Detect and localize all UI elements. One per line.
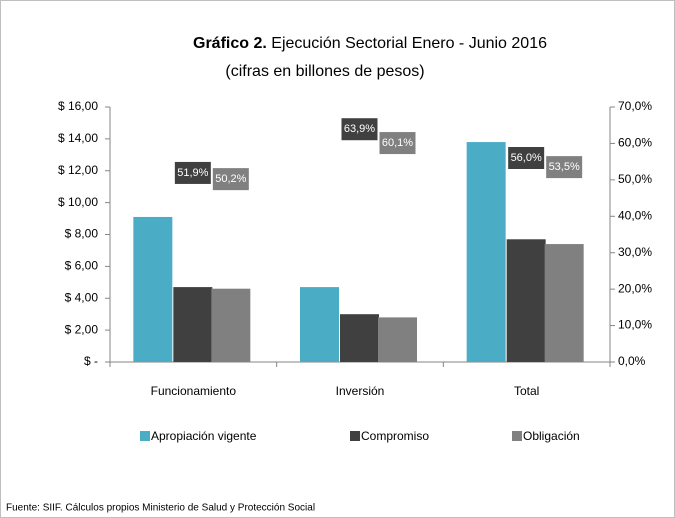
- title-prefix: Gráfico 2.: [193, 35, 267, 52]
- percent-label: 53,5%: [549, 161, 580, 173]
- y2-tick-label: 10,0%: [618, 318, 652, 332]
- bar: [466, 142, 506, 362]
- percent-box: [212, 168, 249, 191]
- legend-label: Apropiación vigente: [151, 429, 257, 443]
- percent-label: 50,2%: [215, 173, 246, 185]
- chart-title: Gráfico 2. Ejecución Sectorial Enero - J…: [193, 35, 547, 52]
- y2-tick-label: 60,0%: [618, 136, 652, 150]
- percent-label: 51,9%: [177, 167, 208, 179]
- percent-label: 63,9%: [344, 123, 375, 135]
- x-tick-label: Total: [514, 384, 539, 398]
- y2-tick-label: 40,0%: [618, 208, 652, 222]
- y-tick-label: $ 12,00: [58, 163, 98, 177]
- percent-box: [174, 161, 211, 184]
- y2-tick-label: 30,0%: [618, 245, 652, 259]
- source-note: Fuente: SIIF. Cálculos propios Ministeri…: [6, 503, 315, 514]
- bar: [300, 287, 339, 362]
- y-tick-label: $ 14,00: [58, 131, 98, 145]
- chart-subtitle: (cifras en billones de pesos): [225, 63, 424, 80]
- bar: [378, 317, 417, 362]
- y-tick-label: $ 16,00: [58, 99, 98, 113]
- bar: [544, 244, 584, 362]
- y-tick-label: $ 8,00: [65, 227, 99, 241]
- x-tick-label: Funcionamiento: [151, 384, 237, 398]
- y-tick-label: $ -: [84, 354, 98, 368]
- bar: [506, 239, 546, 362]
- bar: [133, 216, 173, 362]
- percent-box: [379, 132, 416, 155]
- y-tick-label: $ 4,00: [65, 290, 99, 304]
- y-tick-label: $ 2,00: [65, 322, 99, 336]
- y2-tick-label: 20,0%: [618, 281, 652, 295]
- bar: [340, 314, 379, 362]
- legend-label: Compromiso: [361, 429, 429, 443]
- legend-swatch: [512, 431, 522, 441]
- y-tick-label: $ 6,00: [65, 259, 99, 273]
- percent-label: 56,0%: [511, 152, 542, 164]
- title-text: Ejecución Sectorial Enero - Junio 2016: [271, 35, 547, 52]
- legend-swatch: [350, 431, 360, 441]
- percent-box: [508, 147, 545, 169]
- x-tick-label: Inversión: [336, 384, 385, 398]
- bar: [173, 287, 213, 362]
- percent-box: [341, 118, 378, 141]
- legend-swatch: [140, 431, 150, 441]
- percent-label: 60,1%: [382, 137, 413, 149]
- legend-label: Obligación: [523, 429, 580, 443]
- y2-tick-label: 70,0%: [618, 99, 652, 113]
- y2-tick-label: 50,0%: [618, 172, 652, 186]
- bar: [211, 288, 251, 362]
- y2-tick-label: 0,0%: [618, 354, 646, 368]
- y-tick-label: $ 10,00: [58, 195, 98, 209]
- percent-box: [546, 156, 583, 179]
